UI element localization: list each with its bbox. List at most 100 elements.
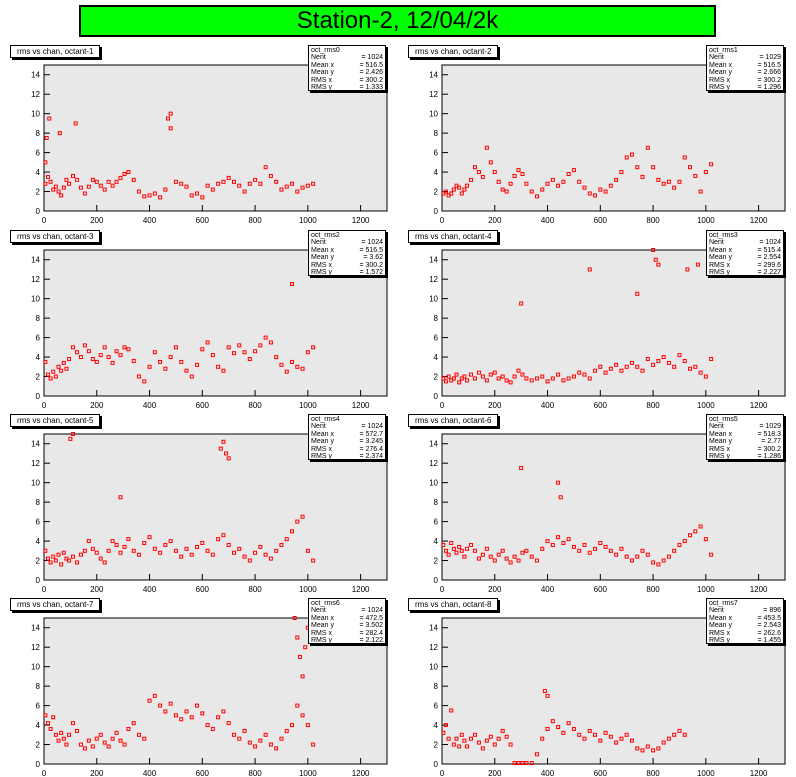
stat-label: RMS x [311, 76, 332, 84]
data-point [469, 177, 474, 182]
data-point [561, 541, 566, 546]
data-point [268, 340, 273, 345]
octant-6-pad: 0 2 4 6 8 10 12 14 0 200 400 600 800 1000 1200 rms vs c… [406, 413, 792, 594]
x-tick-label: 800 [248, 585, 262, 594]
data-point [516, 368, 521, 373]
data-point [126, 726, 131, 731]
data-point [635, 165, 640, 170]
stats-row: RMS x = 300.2 [709, 446, 781, 453]
stats-row: Mean x = 518.3 [709, 431, 781, 438]
data-point [504, 734, 509, 739]
data-point [279, 736, 284, 741]
data-point [698, 524, 703, 529]
stat-value: = 300.2 [359, 261, 383, 269]
y-tick-label: 10 [31, 479, 40, 488]
data-point [216, 715, 221, 720]
y-tick-label: 2 [434, 741, 439, 750]
y-tick-label: 12 [31, 275, 40, 284]
data-point [695, 262, 700, 267]
data-point [82, 746, 87, 751]
data-point [44, 136, 49, 140]
stats-box: oct_rms1 Nent = 1029 Mean x = 516.5 Mean y = 2… [706, 45, 784, 91]
stats-row: RMS y = 1.572 [311, 269, 383, 276]
plot-title: rms vs chan, octant-1 [10, 45, 101, 58]
data-point [556, 725, 561, 730]
data-point [300, 713, 305, 718]
data-point [593, 732, 598, 737]
data-point [672, 364, 677, 369]
x-tick-label: 0 [42, 769, 47, 777]
data-point [603, 370, 608, 375]
stats-row: Mean y = 2.543 [709, 622, 781, 629]
y-tick-label: 12 [31, 643, 40, 652]
stats-row: RMS y = 2.122 [311, 637, 383, 644]
stats-row: Mean y = 2.77 [709, 438, 781, 445]
data-point [476, 170, 481, 175]
data-point [587, 376, 592, 381]
data-point [480, 374, 485, 379]
data-point [476, 370, 481, 375]
data-point [147, 698, 152, 703]
stat-value: = 1029 [759, 423, 781, 431]
data-point [608, 548, 613, 553]
data-point [603, 189, 608, 194]
x-tick-label: 0 [440, 585, 445, 594]
y-tick-label: 14 [429, 624, 438, 633]
data-point [614, 177, 619, 182]
data-point [200, 195, 205, 200]
x-tick-label: 1200 [750, 401, 768, 410]
data-point [462, 738, 467, 743]
data-point [645, 145, 650, 150]
y-tick-label: 10 [31, 295, 40, 304]
data-point [682, 358, 687, 363]
stat-label: RMS y [311, 453, 332, 461]
data-point [656, 262, 661, 267]
stat-value: = 262.6 [757, 629, 781, 637]
data-point [221, 533, 226, 538]
data-point [520, 761, 525, 766]
data-point [86, 349, 91, 354]
data-point [126, 170, 131, 175]
data-point [71, 173, 76, 178]
y-tick-label: 14 [31, 624, 40, 633]
data-point [550, 719, 555, 724]
data-point [656, 358, 661, 363]
data-point [672, 185, 677, 190]
data-point [295, 635, 300, 640]
data-point [465, 546, 470, 551]
data-point [540, 736, 545, 741]
stat-label: Mean y [311, 254, 334, 262]
data-point [653, 257, 658, 262]
data-point [504, 556, 509, 561]
data-point [682, 155, 687, 160]
x-tick-label: 800 [248, 216, 262, 225]
x-tick-label: 1200 [750, 585, 768, 594]
data-point [593, 546, 598, 551]
stat-value: = 1024 [361, 423, 383, 431]
data-point [484, 546, 489, 551]
stats-row: RMS x = 300.2 [709, 77, 781, 84]
data-point [258, 544, 263, 549]
data-point [577, 370, 582, 375]
data-point [106, 355, 111, 360]
data-point [295, 519, 300, 524]
stat-label: Mean y [709, 69, 732, 77]
data-point [53, 558, 58, 563]
x-tick-label: 1000 [299, 769, 317, 777]
data-point [519, 466, 524, 471]
data-point [78, 552, 83, 557]
stat-value: = 518.3 [757, 430, 781, 438]
data-point [465, 183, 470, 188]
data-point [516, 558, 521, 563]
stat-label: RMS y [311, 637, 332, 645]
data-point [635, 364, 640, 369]
y-tick-label: 6 [36, 702, 41, 711]
data-point [71, 345, 76, 350]
data-point [258, 343, 263, 348]
data-point [67, 558, 72, 563]
data-point [131, 177, 136, 182]
data-point [303, 645, 308, 650]
stats-row: RMS x = 282.4 [311, 630, 383, 637]
data-point [566, 721, 571, 726]
